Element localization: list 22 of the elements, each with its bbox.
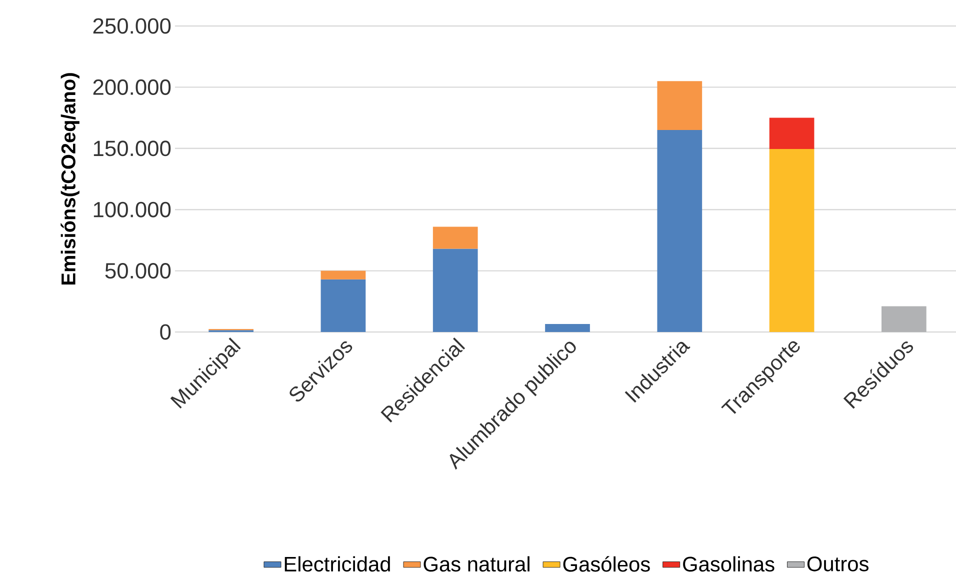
bar <box>432 226 478 249</box>
legend-label: Gas natural <box>424 556 530 572</box>
bar <box>882 306 926 332</box>
bar <box>320 270 366 280</box>
bar <box>769 118 814 150</box>
bar <box>769 149 814 332</box>
legend-label: Gasolinas <box>683 556 774 572</box>
bar <box>657 81 702 130</box>
y-tick-label: 250.000 <box>93 18 171 34</box>
bar <box>545 324 590 332</box>
y-tick-label: 0 <box>160 324 171 340</box>
y-tick-label: 150.000 <box>94 140 171 156</box>
bar <box>657 130 702 332</box>
legend-label: Electricidad <box>284 556 390 572</box>
bar <box>432 248 478 332</box>
y-axis-title: Emisións(tCO2eq/ano) <box>60 73 80 285</box>
y-tick-label: 200.000 <box>93 79 171 95</box>
y-tick-label: 50.000 <box>105 263 171 279</box>
legend-label: Gasóleos <box>563 556 650 572</box>
legend-label: Outros <box>807 556 868 572</box>
bar <box>320 279 366 332</box>
y-tick-label: 100.000 <box>94 202 171 218</box>
